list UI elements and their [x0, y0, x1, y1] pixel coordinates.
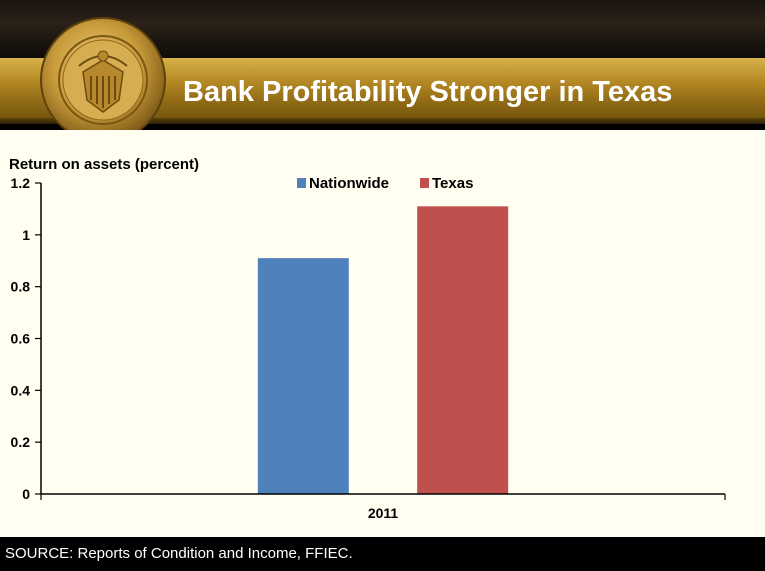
y-tick-label: 1.2 [11, 175, 31, 191]
x-axis: 2011 [40, 493, 726, 521]
y-tick-label: 0 [22, 486, 30, 502]
legend: Nationwide Texas [297, 175, 473, 192]
y-tick-label: 0.8 [11, 279, 31, 295]
y-tick-label: 1 [22, 227, 30, 243]
legend-swatch [297, 178, 306, 188]
bar-chart: Return on assets (percent) Nationwide Tex… [9, 156, 726, 521]
y-tick-label: 0.4 [11, 382, 31, 398]
federal-reserve-seal [40, 17, 166, 143]
y-tick-label: 0.6 [11, 331, 31, 347]
y-tick-label: 0.2 [11, 434, 31, 450]
source-note: SOURCE: Reports of Condition and Income,… [5, 545, 353, 562]
bar-texas [417, 206, 509, 494]
footer: SOURCE: Reports of Condition and Income,… [0, 537, 765, 571]
y-axis-label: Return on assets (percent) [9, 156, 199, 173]
legend-label: Nationwide [309, 175, 389, 192]
legend-swatch [420, 178, 429, 188]
bar-nationwide [257, 258, 349, 494]
page-title: Bank Profitability Stronger in Texas [183, 76, 673, 108]
x-tick-label: 2011 [368, 505, 399, 521]
y-axis: 0 0.2 0.4 0.6 0.8 1 1.2 [11, 175, 42, 502]
legend-label: Texas [432, 175, 473, 192]
bars [257, 206, 509, 494]
chart-background [0, 130, 765, 537]
